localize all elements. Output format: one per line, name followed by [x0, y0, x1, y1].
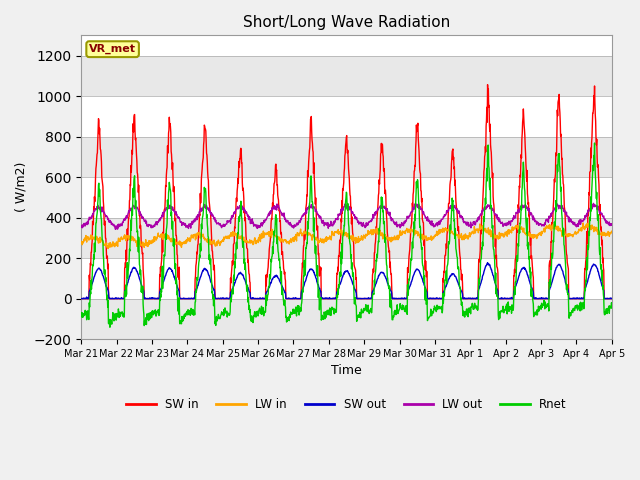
- Bar: [81, 137, 612, 177]
- Bar: [81, 56, 612, 96]
- X-axis label: Time: Time: [331, 364, 362, 377]
- Title: Short/Long Wave Radiation: Short/Long Wave Radiation: [243, 15, 450, 30]
- Bar: [81, 96, 612, 137]
- Text: VR_met: VR_met: [89, 44, 136, 54]
- Y-axis label: ( W/m2): ( W/m2): [15, 162, 28, 213]
- Bar: [81, 299, 612, 339]
- Bar: [81, 177, 612, 217]
- Bar: [81, 217, 612, 258]
- Legend: SW in, LW in, SW out, LW out, Rnet: SW in, LW in, SW out, LW out, Rnet: [122, 394, 572, 416]
- Bar: [81, 258, 612, 299]
